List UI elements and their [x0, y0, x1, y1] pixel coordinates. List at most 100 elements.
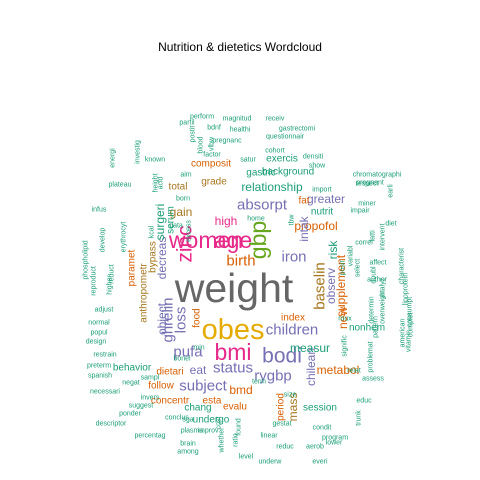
wordcloud-word-behavior: behavior [113, 363, 152, 374]
wordcloud-word-determin: determin [369, 296, 376, 323]
wordcloud-word-iron: iron [281, 249, 306, 266]
wordcloud-word-negat: negat [122, 380, 140, 387]
wordcloud-word-aim: aim [180, 172, 191, 179]
wordcloud-word-bmd: bmd [229, 383, 252, 397]
wordcloud-word-improv: improv [197, 428, 219, 435]
wordcloud-word-plasma: plasma [181, 428, 204, 435]
wordcloud-word-aerob: aerob [306, 444, 324, 451]
wordcloud-word-assess: assess [362, 376, 384, 383]
wordcloud-word-food: food [192, 308, 203, 327]
wordcloud-word-follow: follow [148, 381, 174, 392]
wordcloud-word-supplement: supplement [334, 254, 348, 317]
wordcloud-word-fatti: fatti [370, 230, 377, 242]
wordcloud-word-index: index [281, 313, 305, 324]
wordcloud-word-anthropometr: anthropometr [139, 263, 150, 323]
wordcloud-word-ponder: ponder [119, 411, 141, 418]
wordcloud-word-zinc: zinc [174, 225, 197, 262]
wordcloud-word-sga: sga [182, 417, 193, 424]
wordcloud-word-signific: signific [342, 335, 349, 357]
wordcloud-word-popul: popul [90, 330, 108, 337]
wordcloud-word-intak: intak [297, 215, 311, 241]
wordcloud-word-spanish: spanish [88, 373, 112, 380]
wordcloud-word-cohort: cohort [265, 148, 285, 155]
wordcloud-word-reduc: reduc [276, 444, 294, 451]
wordcloud-word-adjust: adjust [95, 307, 114, 314]
wordcloud-word-bodi: bodi [262, 345, 302, 368]
wordcloud-word-infus: infus [92, 207, 107, 214]
wordcloud-word-relationship: relationship [241, 180, 303, 194]
wordcloud-word-size: size [284, 392, 297, 399]
wordcloud-word-ghrelin: ghrelin [160, 297, 177, 342]
wordcloud-word-author: author [367, 277, 388, 284]
wordcloud-word-whether: whether [219, 427, 226, 454]
wordcloud-word-rygbp: rygbp [254, 368, 292, 385]
wordcloud-word-partil: partil [179, 120, 195, 127]
wordcloud-word-preterm: preterm [87, 363, 111, 370]
wordcloud-word-gestat: gestat [272, 421, 291, 428]
wordcloud-word-obes: obes [202, 314, 265, 346]
wordcloud-word-roux: roux [338, 316, 352, 323]
wordcloud-word-lipoprotein: lipoprotein [403, 273, 410, 305]
wordcloud-word-dietari: dietari [156, 367, 183, 378]
wordcloud-word-excess: excess [186, 220, 193, 242]
wordcloud-word-problemat: problemat [368, 341, 375, 372]
wordcloud-word-satur: satur [240, 157, 256, 164]
wordcloud-word-magnitud: magnitud [223, 116, 252, 123]
wordcloud-word-trunk: trunk [356, 410, 363, 426]
wordcloud-word-questionnair: questionnair [266, 134, 305, 141]
wordcloud-word-phospholipid: phospholipid [83, 240, 90, 279]
wordcloud-word-decreas: decreas [155, 237, 169, 280]
wordcloud-word-pregnanc: pregnanc [212, 138, 242, 145]
wordcloud-word-program: program [322, 435, 348, 442]
wordcloud-word-weight: weight [174, 265, 294, 311]
wordcloud-word-kcal: kcal [149, 225, 156, 238]
wordcloud-word-min: min [193, 345, 204, 352]
wordcloud-word-variabl: variabl [348, 245, 355, 266]
wordcloud-word-chilean: chilean [304, 348, 318, 386]
wordcloud-word-among: among [177, 449, 199, 456]
wordcloud-word-restrain: restrain [93, 352, 116, 359]
wordcloud-word-normal: normal [88, 320, 110, 327]
wordcloud-word-analyz: analyz [380, 277, 387, 298]
wordcloud-word-condit: condit [313, 425, 332, 432]
wordcloud-word-greater: greater [307, 192, 345, 206]
wordcloud-word-suggest: suggest [129, 403, 154, 410]
wordcloud-word-subject: subject [179, 378, 227, 395]
wordcloud-word-respect: respect [356, 181, 379, 188]
wordcloud-word-chromatographi: chromatographi [353, 172, 402, 179]
wordcloud-word-gbp: gbp [245, 221, 271, 259]
wordcloud-word-design: design [86, 339, 107, 346]
wordcloud-word-surgeri: surgeri [153, 204, 167, 241]
wordcloud-word-factor: factor [203, 152, 221, 159]
wordcloud-word-birth: birth [226, 253, 255, 270]
wordcloud-word-nutrit: nutrit [311, 207, 333, 218]
wordcloud-word-posit: posit [340, 261, 347, 276]
wordcloud-word-vitamin: vitamin [406, 330, 413, 352]
wordcloud-word-higher: higher [107, 275, 114, 295]
wordcloud-word-healthi: healthi [230, 127, 251, 134]
wordcloud-word-descriptor: descriptor [96, 421, 127, 428]
wordcloud-word-chang: chang [184, 403, 211, 414]
wordcloud-word-linear: linear [260, 433, 278, 440]
wordcloud-word-percentag: percentag [134, 433, 165, 440]
wordcloud-word-women: women [168, 227, 243, 253]
wordcloud-word-underw: underw [259, 459, 283, 466]
wordcloud-word-baselin: baselin [312, 262, 329, 310]
wordcloud-word-high: high [215, 214, 238, 228]
wordcloud-word-found: found [236, 418, 243, 436]
wordcloud-word-risk: risk [326, 240, 340, 260]
wordcloud-word-pufa: pufa [173, 344, 203, 361]
wordcloud-word-select: select [355, 259, 362, 277]
wordcloud-word-consumpt: consumpt [407, 297, 414, 327]
wordcloud-word-densiti: densiti [303, 154, 324, 161]
wordcloud-word-ratio: ratio [233, 433, 240, 447]
wordcloud-word-gastric: gastric [246, 168, 275, 179]
wordcloud-word-metabol: metabol [317, 363, 360, 377]
wordcloud-word-age: age [214, 227, 252, 253]
wordcloud-word-correl: correl [355, 240, 373, 247]
wordcloud-word-affect: affect [370, 260, 387, 267]
wordcloud-word-total: total [169, 182, 188, 193]
wordcloud-word-intervent: intervent [380, 224, 387, 251]
wordcloud-word-complet: complet [408, 313, 415, 338]
